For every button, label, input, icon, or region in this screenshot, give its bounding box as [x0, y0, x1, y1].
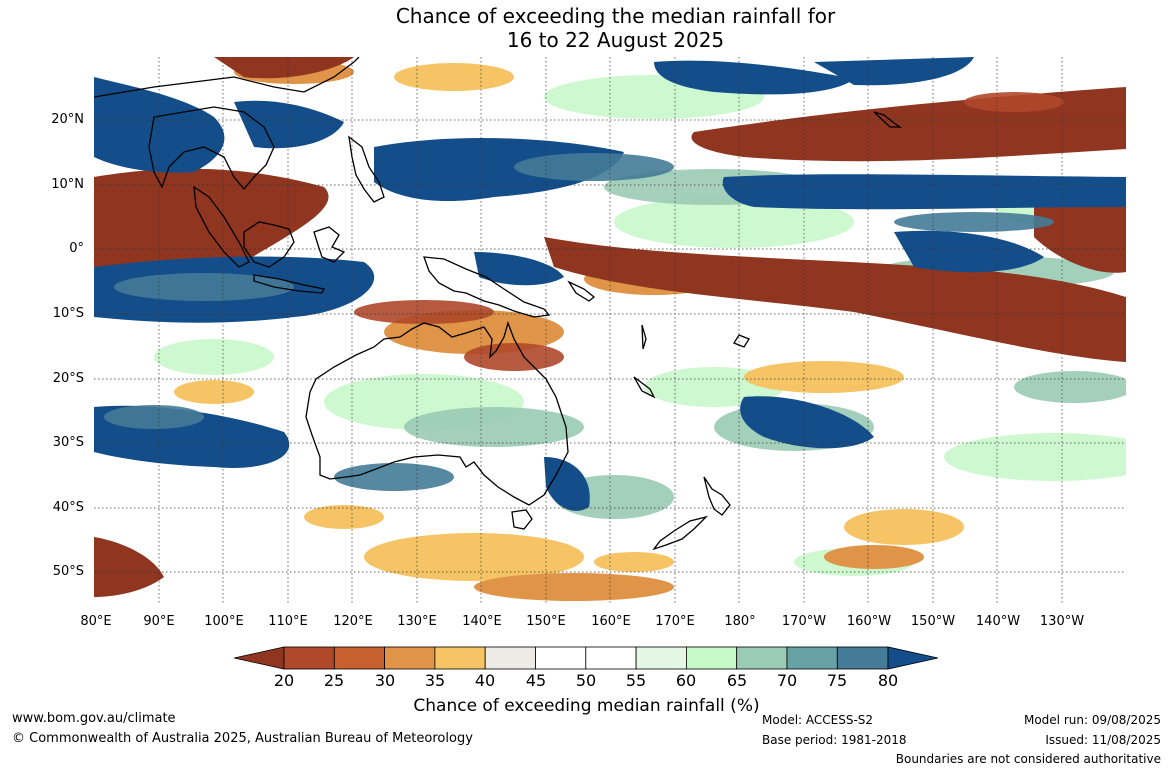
new-caledonia-coastline	[633, 376, 656, 399]
colorbar-swatch-75-80	[836, 646, 889, 670]
colorbar-swatch-35-40	[434, 646, 486, 670]
model-text: Model: ACCESS-S2	[762, 713, 874, 727]
sulawesi-coastline	[313, 226, 346, 263]
fiji-coastline	[733, 334, 750, 348]
lat-label-10n: 10°N	[51, 177, 84, 192]
lon-label-150e: 150°E	[526, 614, 566, 629]
lon-label-80e: 80°E	[80, 614, 112, 629]
colorbar-swatch-20-25	[283, 646, 335, 670]
colorbar-upper-extend	[887, 646, 939, 670]
colorbar-tick-80: 80	[877, 671, 899, 690]
colorbar-tick-40: 40	[474, 671, 496, 690]
lon-label-140e: 140°E	[462, 614, 502, 629]
colorbar-tick-35: 35	[424, 671, 446, 690]
philippines-coastline	[348, 135, 385, 203]
map-title: Chance of exceeding the median rainfall …	[0, 4, 1173, 52]
colorbar-canvas	[233, 646, 939, 670]
colorbar-swatch-60-65	[685, 646, 738, 670]
colorbar-swatch-25-30	[333, 646, 386, 670]
colorbar-tick-30: 30	[374, 671, 396, 690]
java-coastline	[253, 274, 325, 294]
colorbar-swatch-50-55	[585, 646, 637, 670]
indochina-coastline	[148, 106, 275, 191]
website-link[interactable]: www.bom.gov.au/climate	[12, 711, 176, 726]
colorbar-swatch-40-45	[484, 646, 536, 670]
new-zealand-north-coastline	[703, 476, 731, 516]
sumatra-coastline	[193, 185, 250, 268]
lat-label-10s: 10°S	[52, 306, 84, 321]
lat-label-20s: 20°S	[52, 371, 84, 386]
lon-label-160e: 160°E	[591, 614, 631, 629]
coastlines	[94, 57, 903, 551]
colorbar-tick-60: 60	[675, 671, 697, 690]
title-line-1: Chance of exceeding the median rainfall …	[395, 4, 836, 28]
high-chance-bands	[94, 57, 1126, 511]
hawaii-coastline	[873, 111, 903, 128]
colorbar-lower-extend	[233, 646, 285, 670]
lon-label-150w: 150°W	[910, 614, 956, 629]
colorbar-tick-75: 75	[826, 671, 848, 690]
lat-label-20n: 20°N	[51, 112, 84, 127]
lon-label-180: 180°	[724, 614, 756, 629]
base-period-text: Base period: 1981-2018	[762, 733, 907, 747]
map-canvas	[94, 57, 1126, 605]
australia-coastline	[305, 320, 569, 506]
lon-label-120e: 120°E	[333, 614, 373, 629]
colorbar-tick-70: 70	[776, 671, 798, 690]
solomon-islands-coastline	[567, 280, 596, 302]
tasmania-coastline	[511, 509, 533, 530]
title-line-2: 16 to 22 August 2025	[506, 28, 725, 52]
issued-text: Issued: 11/08/2025	[1045, 733, 1161, 747]
lat-label-40s: 40°S	[52, 500, 84, 515]
lon-label-110e: 110°E	[268, 614, 308, 629]
new-zealand-south-coastline	[652, 515, 709, 551]
lon-label-160w: 160°W	[846, 614, 892, 629]
colorbar-tick-65: 65	[726, 671, 748, 690]
new-guinea-coastline	[423, 256, 551, 318]
lat-label-30s: 30°S	[52, 435, 84, 450]
blue-patches	[104, 153, 1054, 491]
colorbar-swatch-45-50	[535, 646, 587, 670]
colorbar-swatch-65-70	[736, 646, 788, 670]
lon-label-170w: 170°W	[781, 614, 827, 629]
colorbar-tick-25: 25	[323, 671, 345, 690]
copyright-text: © Commonwealth of Australia 2025, Austra…	[12, 731, 473, 746]
colorbar-tick-55: 55	[625, 671, 647, 690]
colorbar	[233, 645, 939, 671]
asia-coastline	[94, 57, 360, 98]
graticule	[94, 57, 1126, 605]
lon-label-170e: 170°E	[655, 614, 695, 629]
borneo-coastline	[243, 221, 295, 268]
mid-brown-patches	[354, 92, 1064, 371]
colorbar-tick-50: 50	[575, 671, 597, 690]
disclaimer-text: Boundaries are not considered authoritat…	[895, 752, 1161, 766]
light-orange-patches	[174, 63, 964, 581]
lon-label-130e: 130°E	[397, 614, 437, 629]
vanuatu-coastline	[641, 324, 647, 350]
model-run-text: Model run: 09/08/2025	[1023, 713, 1161, 727]
colorbar-tick-20: 20	[273, 671, 295, 690]
colorbar-swatch-30-35	[384, 646, 436, 670]
colorbar-label: Chance of exceeding median rainfall (%)	[413, 696, 760, 716]
colorbar-swatch-70-75	[786, 646, 838, 670]
colorbar-tick-45: 45	[525, 671, 547, 690]
colorbar-swatch-55-60	[635, 646, 687, 670]
lon-label-140w: 140°W	[975, 614, 1021, 629]
lon-label-90e: 90°E	[143, 614, 175, 629]
lat-label-50s: 50°S	[52, 564, 84, 579]
lon-label-100e: 100°E	[204, 614, 244, 629]
rainfall-probability-map	[94, 57, 1126, 605]
lat-label-0: 0°	[69, 241, 84, 256]
lon-label-130w: 130°W	[1039, 614, 1085, 629]
